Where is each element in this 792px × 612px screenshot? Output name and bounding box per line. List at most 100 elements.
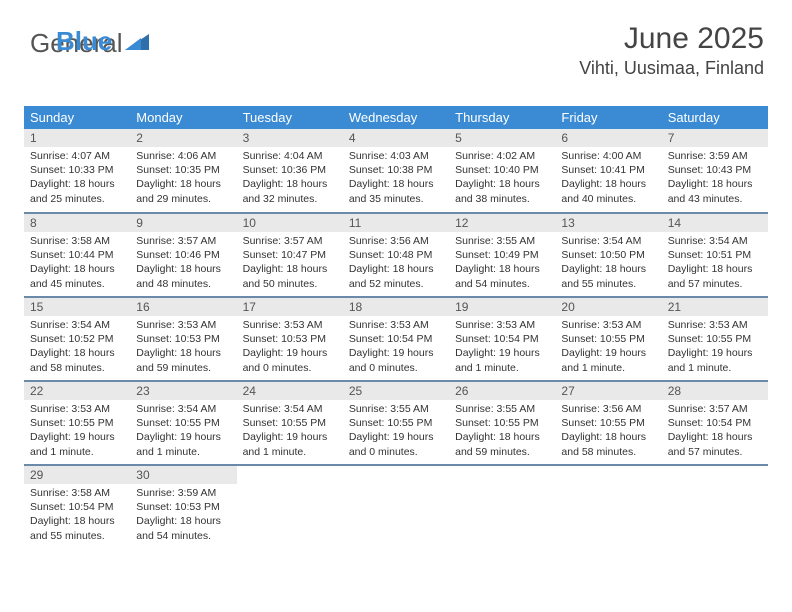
day-sunset: Sunset: 10:53 PM xyxy=(136,500,230,514)
calendar-day-cell: 29Sunrise: 3:58 AMSunset: 10:54 PMDaylig… xyxy=(24,465,130,549)
day-content: Sunrise: 3:54 AMSunset: 10:52 PMDaylight… xyxy=(24,316,130,379)
calendar-day-cell: 28Sunrise: 3:57 AMSunset: 10:54 PMDaylig… xyxy=(662,381,768,465)
day-sunrise: Sunrise: 3:59 AM xyxy=(668,149,762,163)
day-daylight1: Daylight: 19 hours xyxy=(561,346,655,360)
day-content: Sunrise: 4:07 AMSunset: 10:33 PMDaylight… xyxy=(24,147,130,210)
day-number: 26 xyxy=(449,382,555,400)
day-number: 22 xyxy=(24,382,130,400)
col-header-friday: Friday xyxy=(555,106,661,129)
day-sunrise: Sunrise: 4:04 AM xyxy=(243,149,337,163)
day-daylight2: and 59 minutes. xyxy=(136,361,230,375)
calendar-day-cell: 10Sunrise: 3:57 AMSunset: 10:47 PMDaylig… xyxy=(237,213,343,297)
day-daylight2: and 1 minute. xyxy=(30,445,124,459)
day-daylight2: and 57 minutes. xyxy=(668,445,762,459)
day-number: 23 xyxy=(130,382,236,400)
day-content: Sunrise: 3:53 AMSunset: 10:53 PMDaylight… xyxy=(237,316,343,379)
day-daylight2: and 40 minutes. xyxy=(561,192,655,206)
day-number: 28 xyxy=(662,382,768,400)
day-number: 24 xyxy=(237,382,343,400)
day-sunrise: Sunrise: 4:03 AM xyxy=(349,149,443,163)
calendar-day-cell: 7Sunrise: 3:59 AMSunset: 10:43 PMDayligh… xyxy=(662,129,768,213)
day-number: 27 xyxy=(555,382,661,400)
day-sunset: Sunset: 10:53 PM xyxy=(136,332,230,346)
day-daylight2: and 1 minute. xyxy=(136,445,230,459)
day-sunset: Sunset: 10:38 PM xyxy=(349,163,443,177)
day-content: Sunrise: 3:53 AMSunset: 10:54 PMDaylight… xyxy=(449,316,555,379)
day-content: Sunrise: 3:54 AMSunset: 10:55 PMDaylight… xyxy=(130,400,236,463)
col-header-monday: Monday xyxy=(130,106,236,129)
calendar-day-cell: 1Sunrise: 4:07 AMSunset: 10:33 PMDayligh… xyxy=(24,129,130,213)
day-daylight2: and 0 minutes. xyxy=(349,361,443,375)
day-number: 4 xyxy=(343,129,449,147)
calendar-day-cell: 9Sunrise: 3:57 AMSunset: 10:46 PMDayligh… xyxy=(130,213,236,297)
day-sunrise: Sunrise: 4:00 AM xyxy=(561,149,655,163)
day-number: 7 xyxy=(662,129,768,147)
day-sunset: Sunset: 10:36 PM xyxy=(243,163,337,177)
day-sunset: Sunset: 10:55 PM xyxy=(30,416,124,430)
day-sunset: Sunset: 10:55 PM xyxy=(561,332,655,346)
day-content: Sunrise: 3:54 AMSunset: 10:55 PMDaylight… xyxy=(237,400,343,463)
day-number: 20 xyxy=(555,298,661,316)
calendar-day-cell xyxy=(237,465,343,549)
day-daylight2: and 45 minutes. xyxy=(30,277,124,291)
calendar-day-cell: 17Sunrise: 3:53 AMSunset: 10:53 PMDaylig… xyxy=(237,297,343,381)
calendar-day-cell xyxy=(555,465,661,549)
day-sunrise: Sunrise: 3:58 AM xyxy=(30,234,124,248)
day-content: Sunrise: 3:53 AMSunset: 10:54 PMDaylight… xyxy=(343,316,449,379)
day-sunrise: Sunrise: 3:53 AM xyxy=(455,318,549,332)
calendar-day-cell: 15Sunrise: 3:54 AMSunset: 10:52 PMDaylig… xyxy=(24,297,130,381)
day-sunrise: Sunrise: 3:53 AM xyxy=(136,318,230,332)
calendar-day-cell: 26Sunrise: 3:55 AMSunset: 10:55 PMDaylig… xyxy=(449,381,555,465)
day-number: 8 xyxy=(24,214,130,232)
day-content: Sunrise: 3:55 AMSunset: 10:49 PMDaylight… xyxy=(449,232,555,295)
day-sunset: Sunset: 10:35 PM xyxy=(136,163,230,177)
calendar-day-cell: 6Sunrise: 4:00 AMSunset: 10:41 PMDayligh… xyxy=(555,129,661,213)
day-content: Sunrise: 3:58 AMSunset: 10:54 PMDaylight… xyxy=(24,484,130,547)
day-content: Sunrise: 3:57 AMSunset: 10:46 PMDaylight… xyxy=(130,232,236,295)
day-content: Sunrise: 3:59 AMSunset: 10:43 PMDaylight… xyxy=(662,147,768,210)
day-sunset: Sunset: 10:54 PM xyxy=(668,416,762,430)
day-sunrise: Sunrise: 3:54 AM xyxy=(30,318,124,332)
day-daylight1: Daylight: 19 hours xyxy=(349,346,443,360)
day-sunset: Sunset: 10:54 PM xyxy=(349,332,443,346)
day-daylight1: Daylight: 19 hours xyxy=(243,430,337,444)
day-daylight1: Daylight: 18 hours xyxy=(30,514,124,528)
day-sunrise: Sunrise: 3:57 AM xyxy=(136,234,230,248)
day-sunrise: Sunrise: 3:55 AM xyxy=(349,402,443,416)
calendar-week-row: 8Sunrise: 3:58 AMSunset: 10:44 PMDayligh… xyxy=(24,213,768,297)
day-daylight1: Daylight: 19 hours xyxy=(30,430,124,444)
day-daylight2: and 38 minutes. xyxy=(455,192,549,206)
day-sunrise: Sunrise: 3:58 AM xyxy=(30,486,124,500)
day-sunset: Sunset: 10:33 PM xyxy=(30,163,124,177)
day-sunrise: Sunrise: 4:07 AM xyxy=(30,149,124,163)
day-daylight2: and 54 minutes. xyxy=(136,529,230,543)
day-sunset: Sunset: 10:53 PM xyxy=(243,332,337,346)
day-sunset: Sunset: 10:43 PM xyxy=(668,163,762,177)
day-daylight1: Daylight: 18 hours xyxy=(30,177,124,191)
day-number: 25 xyxy=(343,382,449,400)
day-daylight1: Daylight: 18 hours xyxy=(30,346,124,360)
logo-word-blue: Blue xyxy=(56,26,112,57)
calendar-day-cell: 5Sunrise: 4:02 AMSunset: 10:40 PMDayligh… xyxy=(449,129,555,213)
calendar-day-cell: 21Sunrise: 3:53 AMSunset: 10:55 PMDaylig… xyxy=(662,297,768,381)
day-number: 30 xyxy=(130,466,236,484)
day-content: Sunrise: 4:03 AMSunset: 10:38 PMDaylight… xyxy=(343,147,449,210)
day-sunrise: Sunrise: 3:59 AM xyxy=(136,486,230,500)
day-number: 17 xyxy=(237,298,343,316)
day-daylight2: and 55 minutes. xyxy=(561,277,655,291)
day-daylight1: Daylight: 19 hours xyxy=(136,430,230,444)
calendar-day-cell: 19Sunrise: 3:53 AMSunset: 10:54 PMDaylig… xyxy=(449,297,555,381)
day-sunset: Sunset: 10:51 PM xyxy=(668,248,762,262)
day-sunset: Sunset: 10:54 PM xyxy=(455,332,549,346)
day-number: 5 xyxy=(449,129,555,147)
day-content: Sunrise: 4:02 AMSunset: 10:40 PMDaylight… xyxy=(449,147,555,210)
day-daylight2: and 54 minutes. xyxy=(455,277,549,291)
day-daylight1: Daylight: 18 hours xyxy=(455,177,549,191)
day-sunset: Sunset: 10:49 PM xyxy=(455,248,549,262)
day-daylight2: and 58 minutes. xyxy=(30,361,124,375)
calendar-day-cell: 25Sunrise: 3:55 AMSunset: 10:55 PMDaylig… xyxy=(343,381,449,465)
day-daylight1: Daylight: 19 hours xyxy=(668,346,762,360)
day-daylight2: and 52 minutes. xyxy=(349,277,443,291)
day-content: Sunrise: 3:55 AMSunset: 10:55 PMDaylight… xyxy=(449,400,555,463)
day-sunrise: Sunrise: 3:53 AM xyxy=(561,318,655,332)
